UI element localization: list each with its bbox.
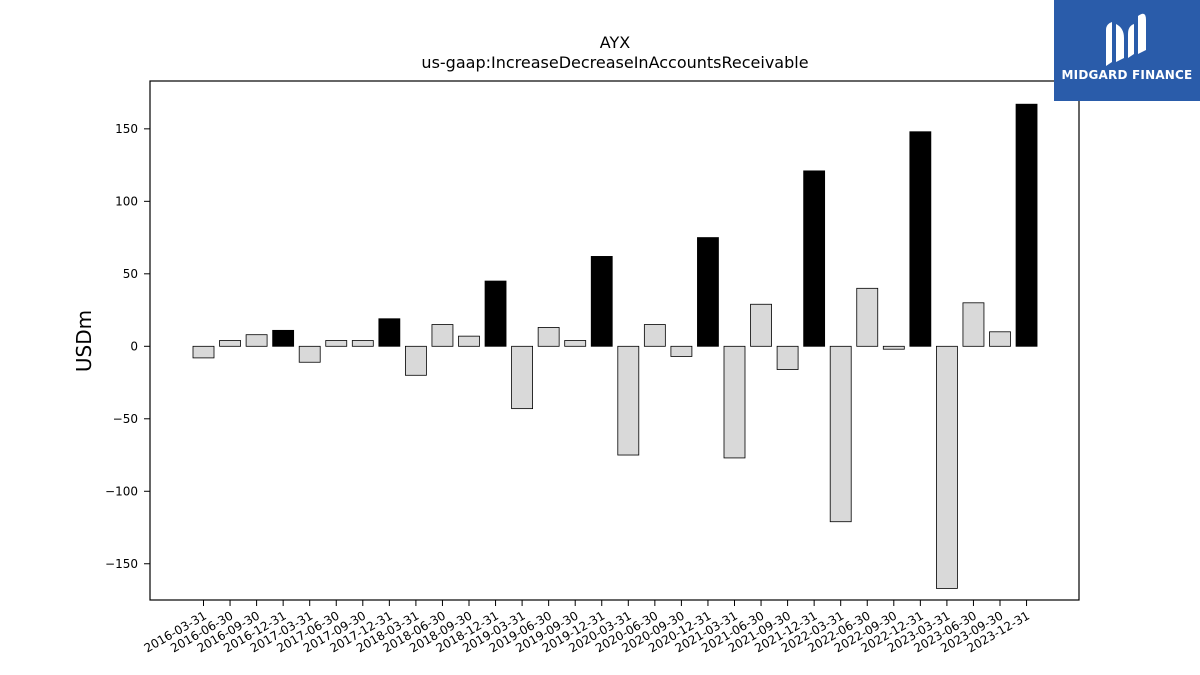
bar-2023-12-31	[1015, 103, 1038, 347]
y-tick-label: −50	[113, 412, 138, 426]
bar-2016-12-31	[272, 329, 295, 347]
bar-2020-03-31	[617, 345, 640, 456]
y-tick-label: −150	[105, 557, 138, 571]
x-ticks-group: 2016-03-312016-06-302016-09-302016-12-31…	[142, 600, 1032, 655]
bar-2017-09-30	[351, 340, 374, 347]
chart-title: AYX	[600, 33, 630, 52]
bar-2017-03-31	[298, 345, 321, 363]
bar-2018-12-31	[484, 280, 507, 347]
bar-2018-03-31	[404, 345, 427, 376]
bar-2023-03-31	[936, 345, 958, 589]
bar-2022-09-30	[882, 345, 905, 350]
bar-2018-06-30	[431, 324, 454, 347]
bar-2020-12-31	[697, 237, 719, 347]
y-ticks-group: −150 −100 −50 0 50 100 150	[105, 122, 150, 571]
midgard-logo-icon	[1106, 13, 1146, 66]
bar-2020-06-30	[643, 324, 666, 347]
y-tick-label: 150	[115, 122, 138, 136]
bar-2021-06-30	[750, 303, 772, 347]
bar-2018-09-30	[458, 335, 480, 347]
bar-2021-12-31	[803, 170, 826, 347]
bar-2019-03-31	[511, 345, 534, 410]
bar-2019-09-30	[564, 340, 587, 347]
chart-subtitle: us-gaap:IncreaseDecreaseInAccountsReceiv…	[421, 53, 808, 72]
bar-2017-06-30	[325, 340, 348, 347]
bar-2016-03-31	[192, 345, 215, 359]
bar-2021-03-31	[723, 345, 746, 459]
y-axis-label: USDm	[72, 310, 96, 372]
bar-2019-06-30	[537, 327, 560, 347]
bar-2022-12-31	[909, 131, 932, 347]
bar-2016-09-30	[245, 334, 268, 347]
bar-2019-12-31	[590, 256, 613, 347]
logo-text: MIDGARD FINANCE	[1061, 68, 1193, 82]
bar-2017-12-31	[378, 318, 401, 347]
bar-2021-09-30	[776, 345, 799, 370]
y-tick-label: −100	[105, 484, 138, 498]
y-tick-label: 50	[123, 267, 138, 281]
bar-2022-03-31	[829, 345, 852, 523]
brand-logo: MIDGARD FINANCE	[1054, 0, 1200, 101]
bar-2023-06-30	[962, 302, 985, 347]
plot-frame	[149, 80, 1080, 601]
y-tick-label: 0	[130, 339, 138, 353]
bars-group	[192, 103, 1038, 589]
bar-2020-09-30	[670, 345, 693, 357]
bar-2022-06-30	[856, 287, 879, 347]
y-tick-label: 100	[115, 194, 138, 208]
bar-2023-09-30	[989, 331, 1011, 347]
bar-2016-06-30	[219, 340, 241, 347]
